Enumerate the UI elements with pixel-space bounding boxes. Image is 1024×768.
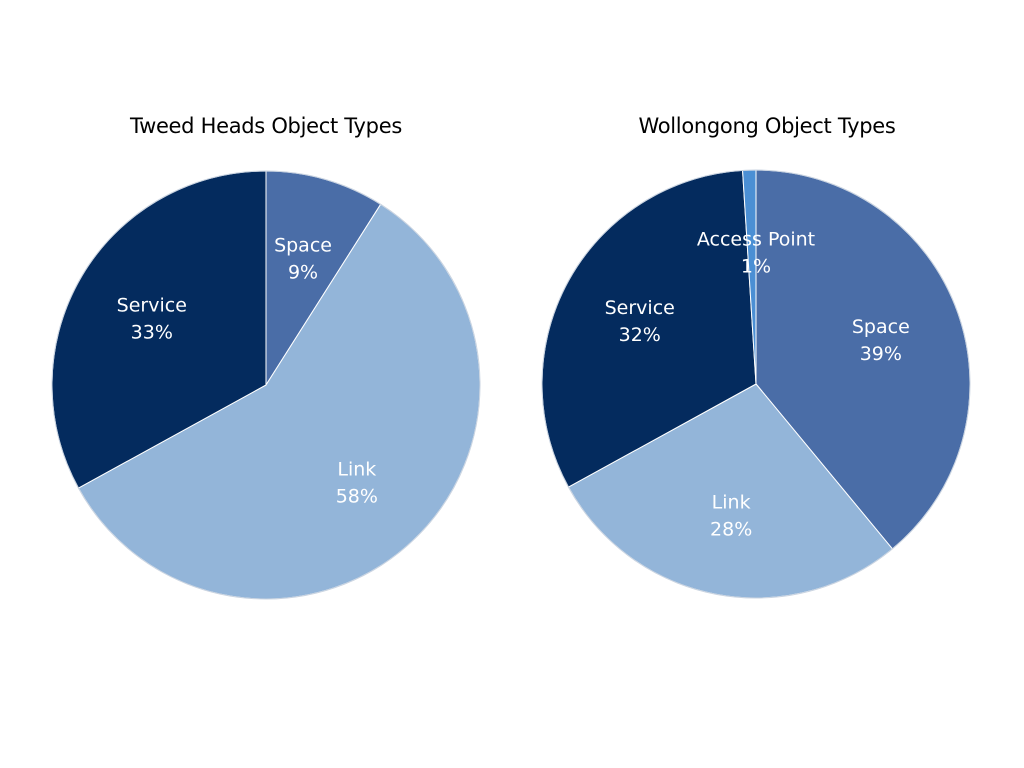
- chart-title: Wollongong Object Types: [638, 114, 896, 138]
- slice-label-group: Space 9%: [274, 235, 332, 284]
- slice-label-group: Space 39%: [852, 316, 910, 365]
- slice-percent-label: 28%: [710, 518, 752, 540]
- slice-label-group: Link 28%: [710, 491, 752, 540]
- slice-percent-label: 32%: [619, 324, 661, 346]
- slice-name-label: Space: [274, 235, 332, 257]
- slice-label-group: Service 32%: [605, 297, 675, 346]
- pie-rim: [541, 169, 971, 599]
- slice-name-label: Service: [605, 297, 675, 319]
- pie-chart: Space 9% Link 58% Service 33%: [51, 170, 481, 600]
- slice-name-label: Link: [712, 491, 751, 513]
- slice-percent-label: 39%: [860, 343, 902, 365]
- slice-name-label: Access Point: [697, 228, 815, 250]
- slice-name-label: Link: [337, 459, 376, 481]
- chart-title: Tweed Heads Object Types: [130, 114, 402, 138]
- chart-wollongong: Wollongong Object Types Space 39% Link 28% S…: [500, 0, 1024, 768]
- pie-rim: [51, 170, 481, 600]
- slice-percent-label: 58%: [336, 486, 378, 508]
- chart-tweed-heads: Tweed Heads Object Types Space 9% Link 58% S…: [51, 114, 481, 600]
- slice-label-group: Service 33%: [117, 294, 187, 343]
- slice-name-label: Service: [117, 294, 187, 316]
- slice-percent-label: 9%: [288, 262, 318, 284]
- pie-chart: Space 39% Link 28% Service 32% Access Point 1%: [541, 169, 971, 599]
- slice-name-label: Space: [852, 316, 910, 338]
- slice-label-group: Link 58%: [336, 459, 378, 508]
- slice-percent-label: 1%: [741, 255, 771, 277]
- slice-label-group: Access Point 1%: [697, 228, 815, 277]
- slice-percent-label: 33%: [131, 321, 173, 343]
